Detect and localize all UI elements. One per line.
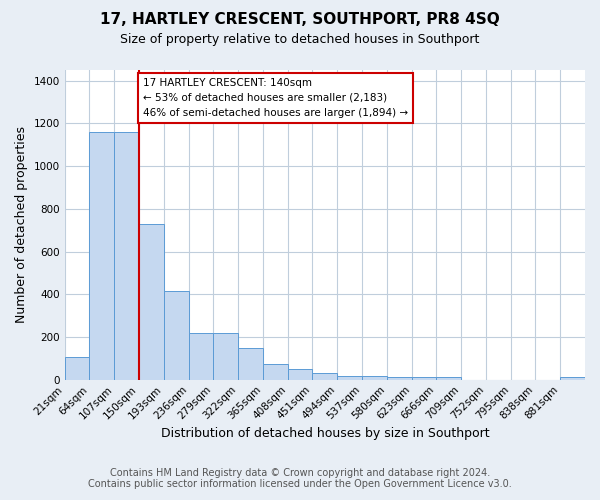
Bar	[436, 377, 461, 380]
Bar	[188, 332, 214, 380]
Bar	[412, 377, 436, 380]
Bar	[287, 369, 313, 380]
Bar	[263, 364, 287, 380]
Text: Size of property relative to detached houses in Southport: Size of property relative to detached ho…	[121, 32, 479, 46]
Bar	[362, 376, 387, 380]
Bar	[387, 377, 412, 380]
Text: 17 HARTLEY CRESCENT: 140sqm
← 53% of detached houses are smaller (2,183)
46% of : 17 HARTLEY CRESCENT: 140sqm ← 53% of det…	[143, 78, 408, 118]
Y-axis label: Number of detached properties: Number of detached properties	[15, 126, 28, 324]
Bar	[560, 377, 585, 380]
Bar	[139, 224, 164, 380]
Bar	[65, 356, 89, 380]
Bar	[89, 132, 114, 380]
Text: 17, HARTLEY CRESCENT, SOUTHPORT, PR8 4SQ: 17, HARTLEY CRESCENT, SOUTHPORT, PR8 4SQ	[100, 12, 500, 28]
Bar	[337, 376, 362, 380]
Text: Contains HM Land Registry data © Crown copyright and database right 2024.: Contains HM Land Registry data © Crown c…	[110, 468, 490, 477]
Bar	[313, 374, 337, 380]
Text: Contains public sector information licensed under the Open Government Licence v3: Contains public sector information licen…	[88, 479, 512, 489]
X-axis label: Distribution of detached houses by size in Southport: Distribution of detached houses by size …	[161, 427, 489, 440]
Bar	[164, 291, 188, 380]
Bar	[114, 132, 139, 380]
Bar	[238, 348, 263, 380]
Bar	[214, 332, 238, 380]
